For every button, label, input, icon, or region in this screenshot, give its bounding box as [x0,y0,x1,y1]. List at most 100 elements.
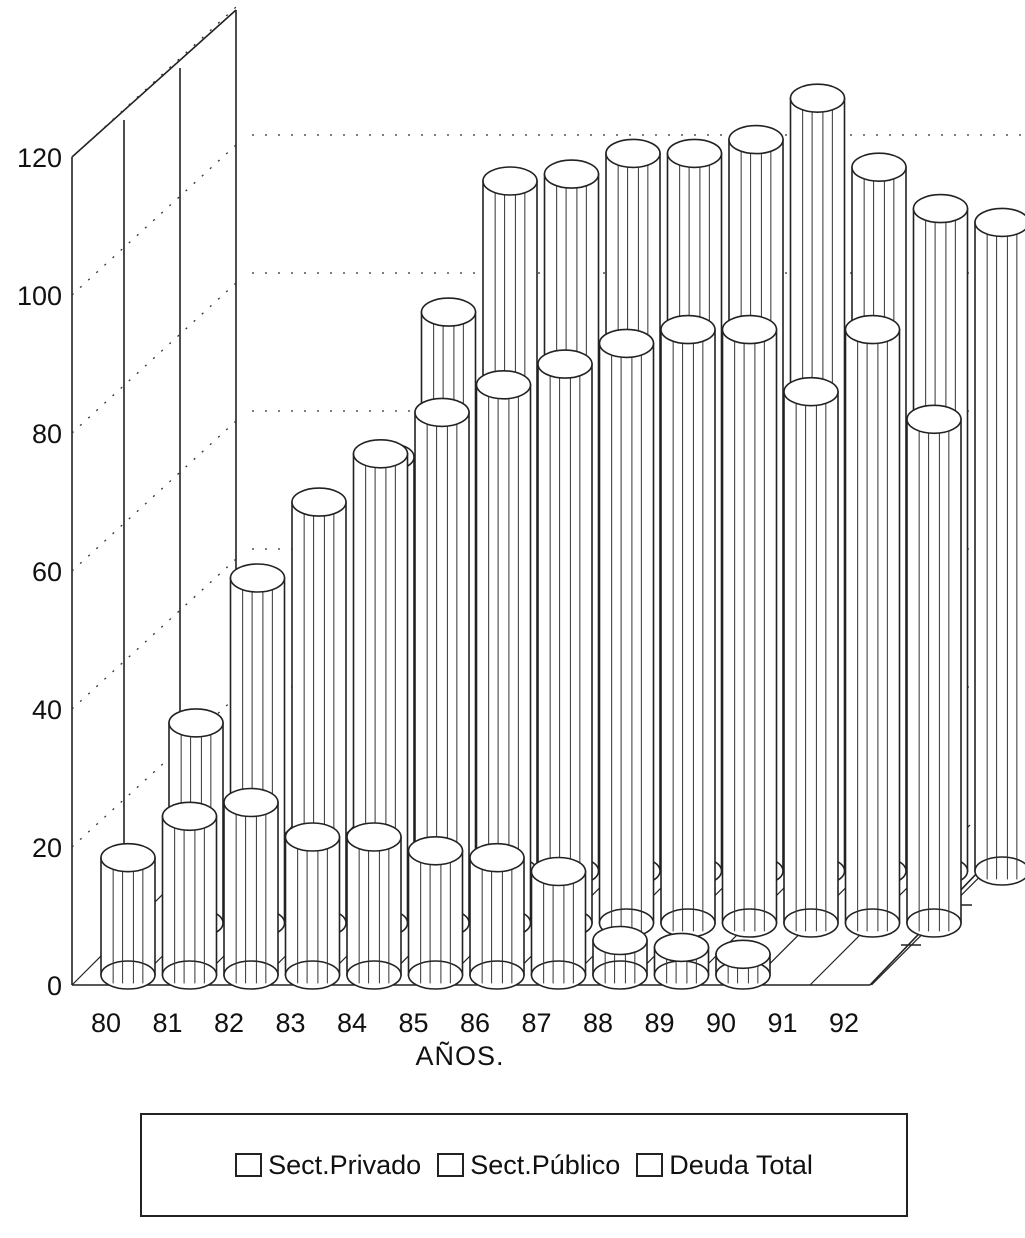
bar-base-mask [662,921,714,925]
x-tick-label: 84 [337,1008,367,1038]
bar-base-mask [785,921,837,925]
legend-swatch [437,1153,465,1177]
y-tick-label: 80 [32,419,62,449]
bar-top [721,314,778,345]
x-tick-label: 89 [644,1008,674,1038]
bar-base-mask [348,973,400,977]
bar-body [844,328,901,924]
bar-base-mask [717,973,769,977]
legend-item-sect-privado: Sect.Privado [235,1150,421,1181]
y-tick-label: 100 [17,281,62,311]
bar-sect-privado [100,842,156,990]
y-tick-labels: 0 20 40 60 80 100 120 [17,143,62,1001]
bar-top [223,787,279,818]
x-tick-label: 80 [91,1008,121,1038]
bar-base-mask [532,973,585,977]
bar-base-mask [102,973,154,977]
legend-swatch [235,1153,263,1177]
bar-top [783,376,839,407]
bar-base-mask [286,973,339,977]
bar-top [475,369,532,400]
bar-top [728,124,784,155]
bar-body [530,870,587,976]
bar-base-mask [600,921,653,925]
bar-top [789,83,846,113]
bar-body [974,221,1025,872]
legend-label: Sect.Privado [268,1149,422,1180]
bar-sect-privado [223,787,279,990]
bar-base-mask [723,921,776,925]
bar-sect-publico [906,404,962,938]
x-axis-title: AÑOS. [415,1040,504,1071]
bar-group [100,83,1025,990]
bar-top [530,856,587,887]
bar-top [414,397,470,428]
bar-top [291,487,347,517]
bar-body [783,390,839,924]
bar-sect-publico [598,328,655,938]
x-tick-label: 87 [521,1008,551,1038]
bar-top [605,138,661,169]
bar-body [469,856,525,976]
bar-body [161,815,218,976]
x-tick-label: 81 [152,1008,182,1038]
bar-sect-publico [660,314,716,938]
grid-lines [71,6,1025,848]
bar-sect-privado [407,835,464,990]
legend-item-sect-publico: Sect.Público [437,1150,620,1181]
y-tick-label: 120 [17,143,62,173]
bar-sect-privado [530,856,587,990]
legend-label: Deuda Total [669,1149,813,1180]
bar-top [100,842,156,873]
x-tick-label: 92 [829,1008,859,1038]
legend-swatch [636,1153,664,1177]
x-tick-labels: 80 81 82 83 84 85 86 87 88 89 90 91 92 [91,1008,859,1038]
bar-body [660,328,716,924]
bar-body [721,328,778,924]
bar-base-mask [471,973,523,977]
bar-top [420,297,477,327]
y-tick-label: 0 [47,971,62,1001]
bar-top [407,835,464,866]
bar-top [537,349,593,379]
bar-base-mask [594,973,646,977]
bar-sect-publico [844,314,901,938]
bar-body [223,801,279,976]
y-tick-label: 20 [32,833,62,863]
bar-top [598,328,655,359]
grid-line [71,144,237,296]
legend-label: Sect.Público [470,1149,621,1180]
bar-sect-publico [475,369,532,938]
bar-top [653,932,710,963]
bar-sect-publico [537,349,593,938]
x-tick-label: 82 [214,1008,244,1038]
x-tick-label: 90 [706,1008,736,1038]
bar-sect-privado [284,822,341,990]
bar-base-mask [976,869,1025,873]
bar-top [168,708,224,738]
bar-top [161,801,218,832]
bar-top [592,925,648,956]
x-tick-label: 85 [398,1008,428,1038]
bar-top [229,563,286,593]
bar-body [475,383,532,924]
bar-top [346,822,402,852]
bar-base-mask [225,973,277,977]
bar-base-mask [409,973,462,977]
bar-top [906,404,962,435]
bar-top [851,152,907,182]
x-tick-label: 91 [767,1008,797,1038]
bar-top [352,438,409,469]
grid-line [71,558,237,710]
bar-top [469,842,525,873]
bar-sect-privado [346,822,402,990]
legend: Sect.Privado Sect.Público Deuda Total [140,1113,908,1217]
bar-sect-privado [653,932,710,990]
bar-top [660,314,716,345]
bar-sect-privado [469,842,525,990]
legend-item-deuda-total: Deuda Total [636,1150,813,1181]
bar-sect-publico [783,376,839,938]
bar-base-mask [846,921,899,925]
x-tick-label: 88 [583,1008,613,1038]
grid-line [71,282,237,434]
